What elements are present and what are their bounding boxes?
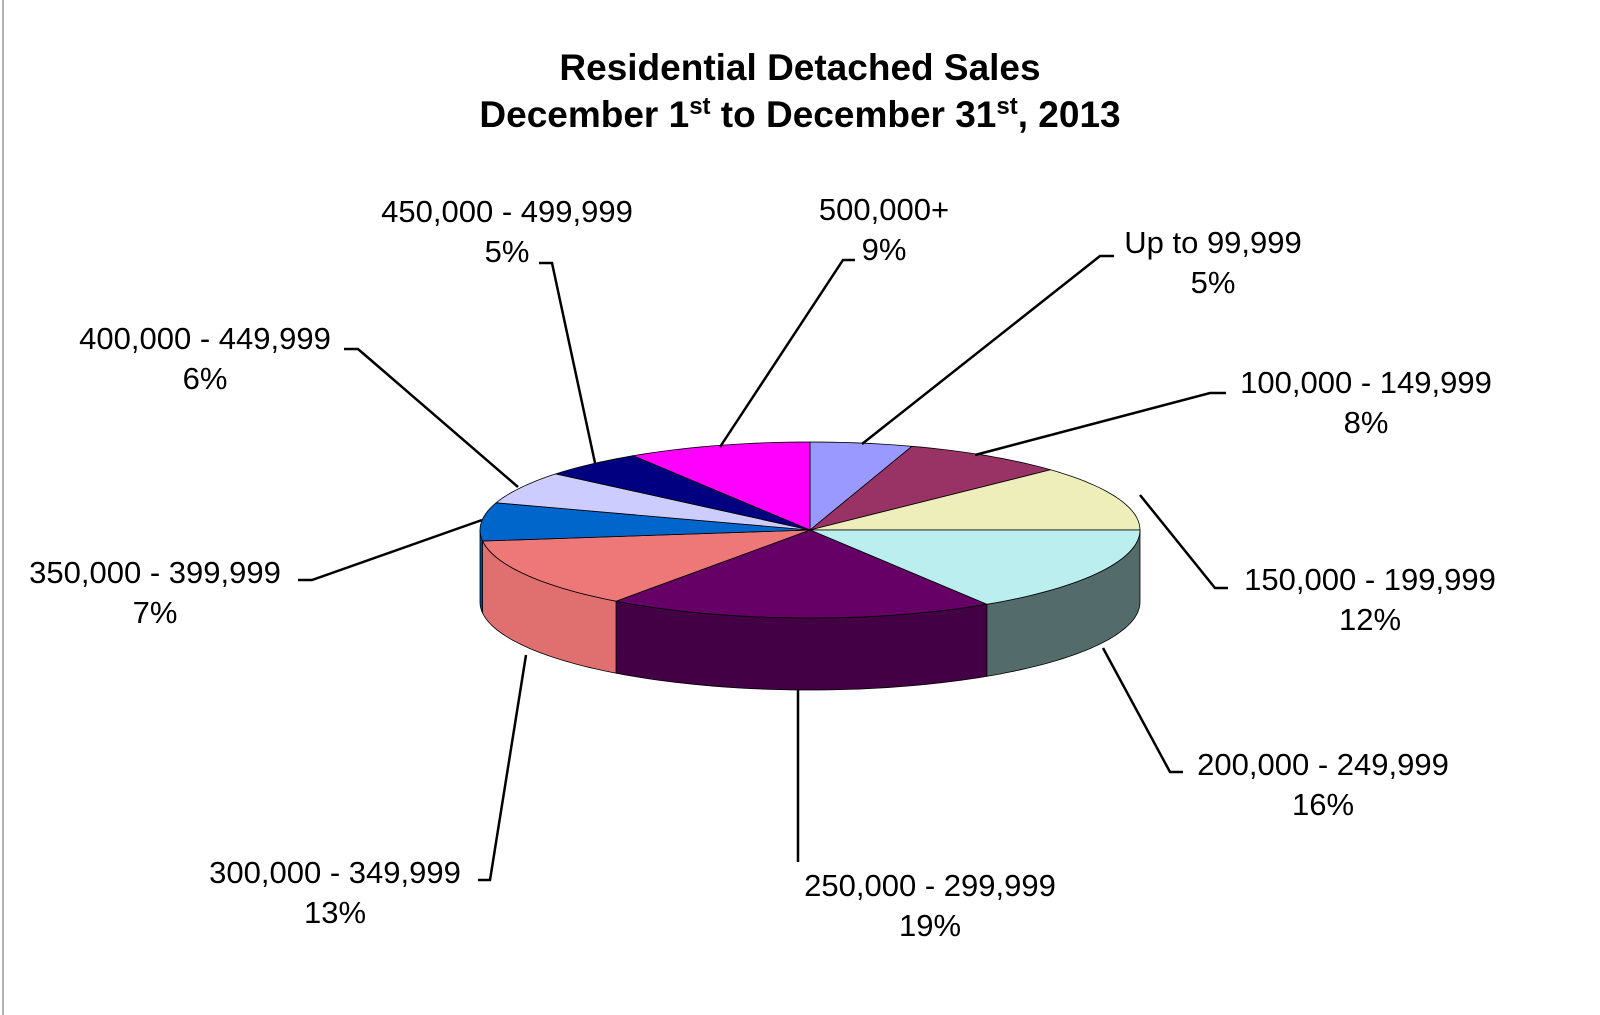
pie-leaders	[298, 254, 1228, 882]
slice-label-100-000-149-999: 100,000 - 149,999	[1240, 365, 1492, 400]
slice-percent-100-000-149-999: 8%	[1344, 405, 1389, 440]
chart-title: Residential Detached Sales	[559, 47, 1040, 88]
slice-percent-450-000-499-999: 5%	[485, 234, 530, 269]
slice-label-350-000-399-999: 350,000 - 399,999	[29, 555, 281, 590]
pie-top	[479, 441, 1141, 619]
pie-slice-400-000-449-999	[495, 473, 811, 531]
leader-line-100-000-149-999	[974, 391, 1226, 457]
pie-slice-200-000-249-999	[809, 529, 1141, 605]
leader-line-500-000	[718, 258, 855, 448]
slice-label-250-000-299-999: 250,000 - 299,999	[804, 868, 1056, 903]
slice-percent-250-000-299-999: 19%	[899, 908, 961, 943]
slice-percent-500-000: 9%	[862, 232, 907, 267]
subtitle-part-1: December 1	[479, 94, 689, 135]
subtitle-sup-2: st	[996, 93, 1017, 120]
slice-label-150-000-199-999: 150,000 - 199,999	[1244, 562, 1496, 597]
slice-label-400-000-449-999: 400,000 - 449,999	[79, 321, 331, 356]
slice-label-300-000-349-999: 300,000 - 349,999	[209, 855, 461, 890]
slice-percent-up-to-99-999: 5%	[1191, 265, 1236, 300]
slice-percent-150-000-199-999: 12%	[1339, 602, 1401, 637]
leader-line-300-000-349-999	[478, 654, 528, 882]
pie-slice-300-000-349-999	[481, 529, 811, 602]
slice-percent-200-000-249-999: 16%	[1292, 787, 1354, 822]
slice-label-200-000-249-999: 200,000 - 249,999	[1197, 747, 1449, 782]
slice-percent-300-000-349-999: 13%	[304, 895, 366, 930]
pie-slice-350-000-399-999	[479, 502, 811, 542]
slice-label-500-000: 500,000+	[819, 192, 949, 227]
pie-slice-100-000-149-999	[809, 445, 1053, 531]
pie-slice-250-000-299-999	[614, 529, 989, 619]
slice-percent-400-000-449-999: 6%	[183, 361, 228, 396]
subtitle-part-2: to December 31	[711, 94, 997, 135]
pie-slice-450-000-499-999	[554, 455, 811, 531]
leader-line-150-000-199-999	[1139, 494, 1228, 590]
leader-line-350-000-399-999	[298, 518, 483, 582]
leader-line-up-to-99-999	[861, 254, 1114, 445]
subtitle-part-3: , 2013	[1018, 94, 1121, 135]
slice-label-up-to-99-999: Up to 99,999	[1124, 225, 1302, 260]
leader-line-200-000-249-999	[1101, 647, 1183, 774]
slice-percent-350-000-399-999: 7%	[133, 595, 178, 630]
pie-labels: Up to 99,999 5% 100,000 - 149,999 8% 150,000…	[29, 192, 1496, 943]
leader-line-400-000-449-999	[344, 347, 519, 488]
pie-side-350-000-399-999	[479, 530, 483, 614]
slice-label-450-000-499-999: 450,000 - 499,999	[381, 194, 633, 229]
subtitle-sup-1: st	[689, 93, 710, 120]
pie-slice-500-000	[631, 441, 811, 531]
pie-slice-150-000-199-999	[809, 469, 1141, 531]
chart-subtitle: December 1st to December 31st, 2013	[479, 93, 1120, 135]
leader-line-450-000-499-999	[539, 261, 597, 464]
